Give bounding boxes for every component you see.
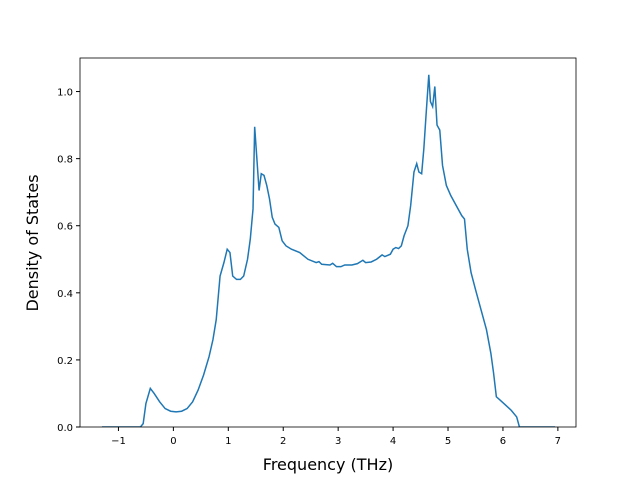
y-axis-label: Density of States — [23, 174, 42, 311]
y-tick-label: 0.4 — [57, 289, 73, 300]
x-tick-label: 3 — [335, 436, 341, 447]
x-tick-label: 5 — [445, 436, 451, 447]
x-tick-label: 4 — [390, 436, 396, 447]
plot-frame — [79, 57, 577, 428]
y-tick-label: 1.0 — [57, 88, 73, 99]
x-tick-label: 2 — [280, 436, 286, 447]
x-tick-label: 7 — [555, 436, 561, 447]
y-tick-label: 0.6 — [57, 222, 73, 233]
line-series — [101, 74, 556, 427]
x-axis-label: Frequency (THz) — [263, 455, 393, 474]
x-tick-label: −1 — [111, 436, 126, 447]
x-tick-label: 0 — [170, 436, 176, 447]
y-tick-label: 0.0 — [57, 423, 73, 434]
y-tick-label: 0.2 — [57, 356, 73, 367]
x-tick-label: 1 — [225, 436, 231, 447]
x-tick-label: 6 — [500, 436, 506, 447]
y-tick-label: 0.8 — [57, 155, 73, 166]
